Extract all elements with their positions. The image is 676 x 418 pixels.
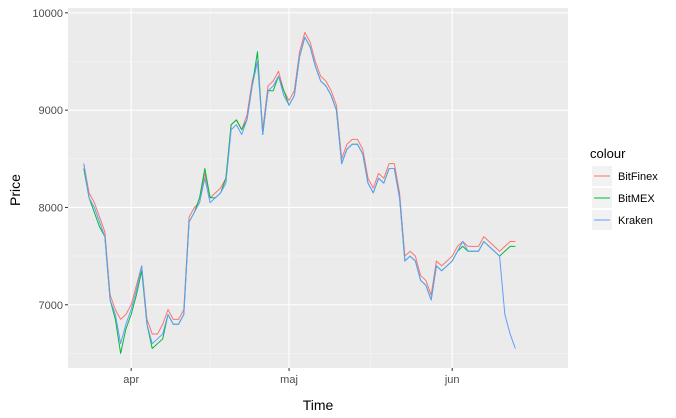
x-axis-title: Time [303, 397, 334, 413]
series-line-kraken [83, 36, 516, 349]
x-axis: apr maj jun [123, 368, 460, 386]
x-tick-label: maj [280, 374, 298, 386]
plot-panel [68, 8, 568, 368]
legend-label-bitmex: BitMEX [618, 193, 655, 205]
y-axis: 7000 8000 9000 10000 [32, 8, 68, 312]
legend-label-bitfinex: BitFinex [618, 171, 658, 183]
grid-major [68, 8, 568, 368]
y-axis-title: Price [7, 174, 23, 206]
legend-title: colour [590, 146, 626, 161]
legend-label-kraken: Kraken [618, 215, 653, 227]
y-tick-label: 10000 [32, 8, 63, 20]
series-layer [83, 31, 516, 354]
series-line-bitfinex [83, 31, 516, 335]
y-tick-label: 7000 [39, 300, 63, 312]
y-tick-label: 8000 [39, 202, 63, 214]
y-tick-label: 9000 [39, 105, 63, 117]
x-tick-label: apr [123, 374, 139, 386]
legend: colour BitFinex BitMEX Kraken [590, 146, 658, 230]
x-tick-label: jun [444, 374, 460, 386]
